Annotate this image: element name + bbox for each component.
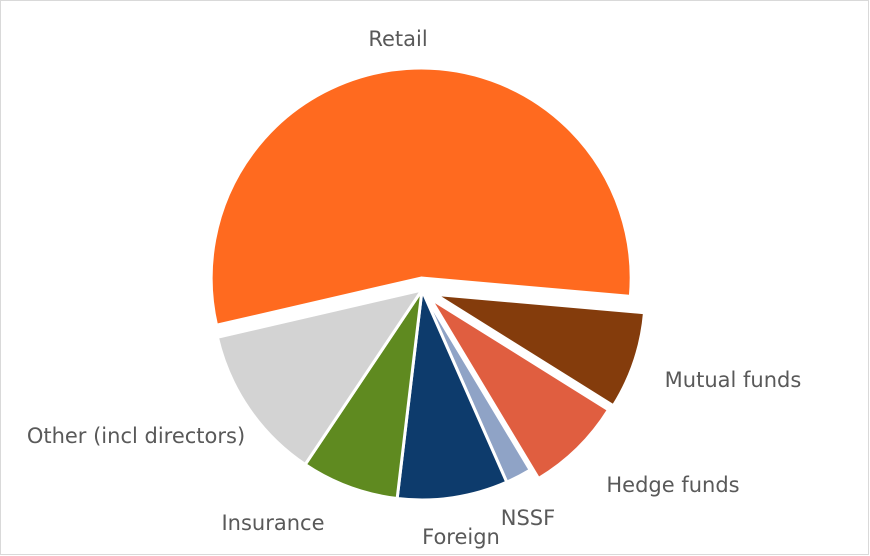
slice-label: Foreign [422, 525, 500, 549]
pie-slice [395, 288, 509, 502]
slice-label: Hedge funds [606, 473, 739, 497]
slice-label: Insurance [221, 511, 324, 535]
pie-slice [433, 292, 646, 408]
pie-slice [215, 288, 424, 467]
pie-slice [428, 297, 611, 481]
slice-label: Other (incl directors) [27, 424, 245, 448]
slice-label: Retail [368, 27, 427, 51]
slice-label: Mutual funds [665, 368, 802, 392]
slice-label: NSSF [501, 506, 555, 530]
pie-slice [303, 288, 424, 501]
pie-slice [209, 66, 633, 327]
